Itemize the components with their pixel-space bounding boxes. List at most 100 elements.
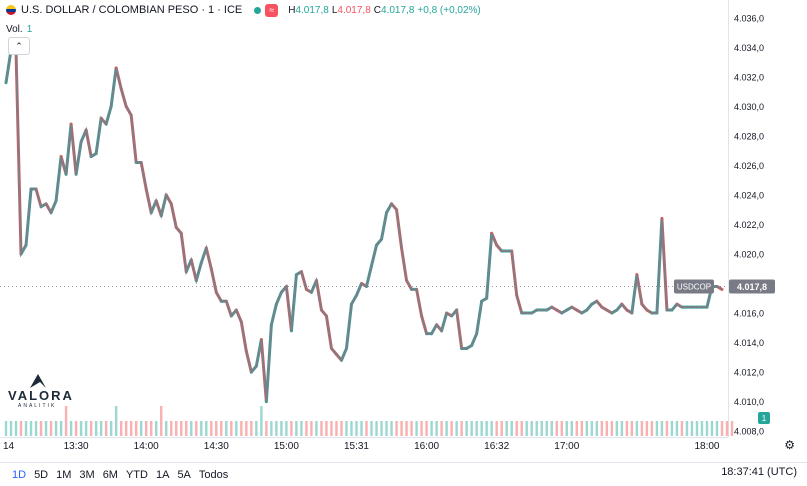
- volume-bar: [220, 421, 223, 436]
- volume-bar: [500, 421, 503, 436]
- change-value: +0,8 (+0,02%): [417, 4, 481, 16]
- volume-bar: [235, 421, 238, 436]
- volume-bar: [330, 421, 333, 436]
- volume-bar: [59, 421, 63, 436]
- timeframe-tab-ytd[interactable]: YTD: [125, 468, 148, 481]
- volume-bar: [560, 421, 563, 436]
- volume-legend[interactable]: Vol. 1: [6, 24, 32, 35]
- y-tick-label: 4.020,0: [734, 249, 764, 259]
- volume-bar: [580, 421, 584, 436]
- volume-bar: [485, 421, 488, 436]
- last-price-box: [729, 279, 775, 294]
- volume-bar: [165, 421, 168, 436]
- volume-bar: [64, 406, 68, 436]
- volume-bar: [34, 421, 38, 436]
- volume-bar: [505, 421, 508, 436]
- x-tick-label: 18:00: [694, 441, 719, 452]
- volume-bar: [325, 421, 328, 436]
- symbol-label-box: [674, 279, 714, 294]
- timeframe-tab-6m[interactable]: 6M: [102, 468, 118, 481]
- volume-bar: [680, 421, 684, 436]
- volume-bar: [265, 421, 268, 436]
- timeframe-tab-1d[interactable]: 1D: [12, 468, 27, 481]
- volume-bar: [635, 421, 639, 436]
- y-tick-label: 4.026,0: [734, 161, 764, 171]
- volume-bar: [605, 421, 609, 436]
- volume-bar: [94, 421, 98, 436]
- volume-bar: [84, 421, 88, 436]
- y-tick-label: 4.010,0: [734, 397, 764, 407]
- volume-bar: [49, 421, 53, 436]
- volume-bar: [430, 421, 433, 436]
- x-tick-label: 14:30: [204, 441, 229, 452]
- volume-bar: [625, 421, 629, 436]
- volume-bar: [590, 421, 594, 436]
- volume-bar: [310, 421, 313, 436]
- volume-bar: [170, 421, 173, 436]
- timeframe-tab-todos[interactable]: Todos: [198, 468, 229, 481]
- volume-bar: [150, 421, 153, 436]
- timeframe-tab-5a[interactable]: 5A: [177, 468, 191, 481]
- volume-bar: [89, 421, 93, 436]
- volume-bar: [425, 421, 428, 436]
- timeframe-tab-5d[interactable]: 5D: [34, 468, 49, 481]
- volume-bar: [675, 421, 679, 436]
- volume-bar: [69, 421, 73, 436]
- volume-bar: [14, 421, 18, 436]
- volume-bar: [104, 421, 108, 436]
- timeframe-tab-1m[interactable]: 1M: [56, 468, 72, 481]
- volume-bar: [290, 421, 293, 436]
- approx-icon[interactable]: ≈: [265, 3, 279, 17]
- volume-bar: [510, 421, 513, 436]
- volume-bar: [370, 421, 373, 436]
- volume-bar: [205, 421, 208, 436]
- volume-value: 1: [26, 24, 33, 35]
- timeframe-bar: 1D 5D 1M 3M 6M YTD 1A 5A Todos: [0, 462, 807, 486]
- volume-bar: [720, 421, 724, 436]
- volume-bar: [300, 421, 303, 436]
- volume-bar: [650, 421, 654, 436]
- volume-bar: [250, 421, 253, 436]
- volume-bar: [195, 421, 198, 436]
- volume-bar: [160, 406, 163, 436]
- ohlc-key-c: C: [373, 4, 382, 16]
- clock[interactable]: 18:37:41 (UTC): [721, 466, 797, 478]
- volume-bar: [360, 421, 363, 436]
- volume-bar: [715, 421, 719, 436]
- volume-bar: [655, 421, 659, 436]
- volume-bar: [705, 421, 709, 436]
- settings-gear-icon[interactable]: ⚙: [784, 438, 795, 452]
- volume-bar: [530, 421, 533, 436]
- x-tick-label: 17:00: [554, 441, 579, 452]
- volume-bar: [295, 421, 298, 436]
- collapse-legend-button[interactable]: ⌃: [8, 37, 30, 55]
- volume-bar: [535, 421, 538, 436]
- price-chart[interactable]: 4.036,0 4.034,0 4.032,0 4.030,0 4.028,0 4.026…: [0, 0, 807, 462]
- us-colombia-flag-icon: [6, 5, 16, 15]
- volume-bar: [495, 421, 498, 436]
- volume-bar: [685, 421, 689, 436]
- symbol-title[interactable]: U.S. DOLLAR / COLOMBIAN PESO · 1 · ICE: [21, 4, 243, 16]
- timeframe-tab-3m[interactable]: 3M: [79, 468, 95, 481]
- x-tick-label: 16:00: [414, 441, 439, 452]
- volume-bar: [435, 421, 438, 436]
- volume-bar: [565, 421, 568, 436]
- volume-bar: [480, 421, 483, 436]
- volume-bar: [340, 421, 343, 436]
- volume-bar: [515, 421, 518, 436]
- x-tick-label: 15:00: [274, 441, 299, 452]
- volume-bar: [410, 421, 413, 436]
- volume-bar: [545, 421, 548, 436]
- valora-logo: VALORA ANALITIK: [8, 372, 80, 412]
- volume-bar: [29, 421, 33, 436]
- volume-bar: [660, 421, 664, 436]
- volume-bar: [190, 421, 193, 436]
- timeframe-tab-1a[interactable]: 1A: [155, 468, 170, 481]
- volume-bar: [375, 421, 378, 436]
- volume-bar: [725, 421, 729, 436]
- volume-bar: [285, 421, 288, 436]
- y-tick-label: 4.024,0: [734, 190, 764, 200]
- volume-bar: [185, 421, 188, 436]
- volume-bar: [570, 421, 573, 436]
- volume-bar: [44, 421, 48, 436]
